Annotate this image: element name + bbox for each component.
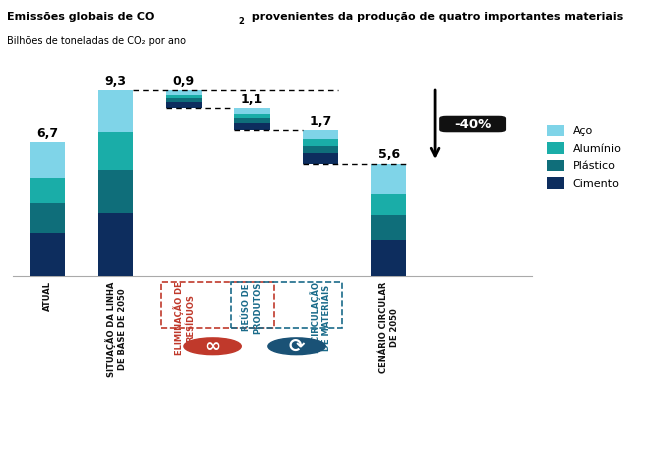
Bar <box>303 153 338 164</box>
Bar <box>235 114 270 118</box>
Bar <box>166 103 201 108</box>
Bar <box>166 90 201 95</box>
Bar <box>30 178 65 203</box>
Legend: Aço, Alumínio, Plástico, Cimento: Aço, Alumínio, Plástico, Cimento <box>543 120 626 193</box>
Text: 0,9: 0,9 <box>173 75 195 88</box>
Text: ATUAL: ATUAL <box>43 282 52 312</box>
Bar <box>303 139 338 145</box>
Text: 9,3: 9,3 <box>104 75 126 88</box>
Circle shape <box>184 338 241 355</box>
Text: SITUAÇÃO DA LINHA
DE BASE DE 2050: SITUAÇÃO DA LINHA DE BASE DE 2050 <box>104 282 127 377</box>
Bar <box>371 240 406 276</box>
Bar <box>30 233 65 276</box>
Bar <box>235 108 270 114</box>
Text: ∞: ∞ <box>204 337 221 356</box>
Bar <box>98 90 134 132</box>
Bar <box>166 98 201 103</box>
Bar <box>98 170 134 213</box>
Text: 2: 2 <box>238 17 244 26</box>
Bar <box>235 118 270 123</box>
Bar <box>231 283 342 328</box>
Text: ELIMINAÇÃO DE
RESÍDUOS: ELIMINAÇÃO DE RESÍDUOS <box>173 282 195 355</box>
Bar <box>30 203 65 233</box>
Bar <box>303 130 338 139</box>
Text: RECIRCULAÇÃO
DE MATERIAIS: RECIRCULAÇÃO DE MATERIAIS <box>309 282 331 353</box>
Bar <box>98 132 134 170</box>
Text: 5,6: 5,6 <box>378 149 400 162</box>
Text: 6,7: 6,7 <box>37 126 59 140</box>
Bar <box>166 95 201 98</box>
Bar <box>371 164 406 194</box>
Bar <box>235 123 270 130</box>
Text: CENÁRIO CIRCULAR
DE 2050: CENÁRIO CIRCULAR DE 2050 <box>378 282 399 373</box>
Bar <box>161 283 274 328</box>
Text: 1,7: 1,7 <box>309 114 332 128</box>
Text: provenientes da produção de quatro importantes materiais: provenientes da produção de quatro impor… <box>248 12 623 22</box>
Text: ⟳: ⟳ <box>289 337 305 356</box>
FancyBboxPatch shape <box>440 116 505 132</box>
Bar <box>98 213 134 276</box>
Text: Bilhões de toneladas de CO₂ por ano: Bilhões de toneladas de CO₂ por ano <box>7 36 186 46</box>
Bar <box>303 145 338 153</box>
Bar <box>371 215 406 240</box>
Text: Emissões globais de CO: Emissões globais de CO <box>7 12 154 22</box>
Text: 1,1: 1,1 <box>241 93 263 105</box>
Text: -40%: -40% <box>454 117 491 131</box>
Circle shape <box>268 338 325 355</box>
Bar <box>371 194 406 215</box>
Text: REÚSO DE
PRODUTOS: REÚSO DE PRODUTOS <box>242 282 262 334</box>
Bar <box>30 142 65 178</box>
